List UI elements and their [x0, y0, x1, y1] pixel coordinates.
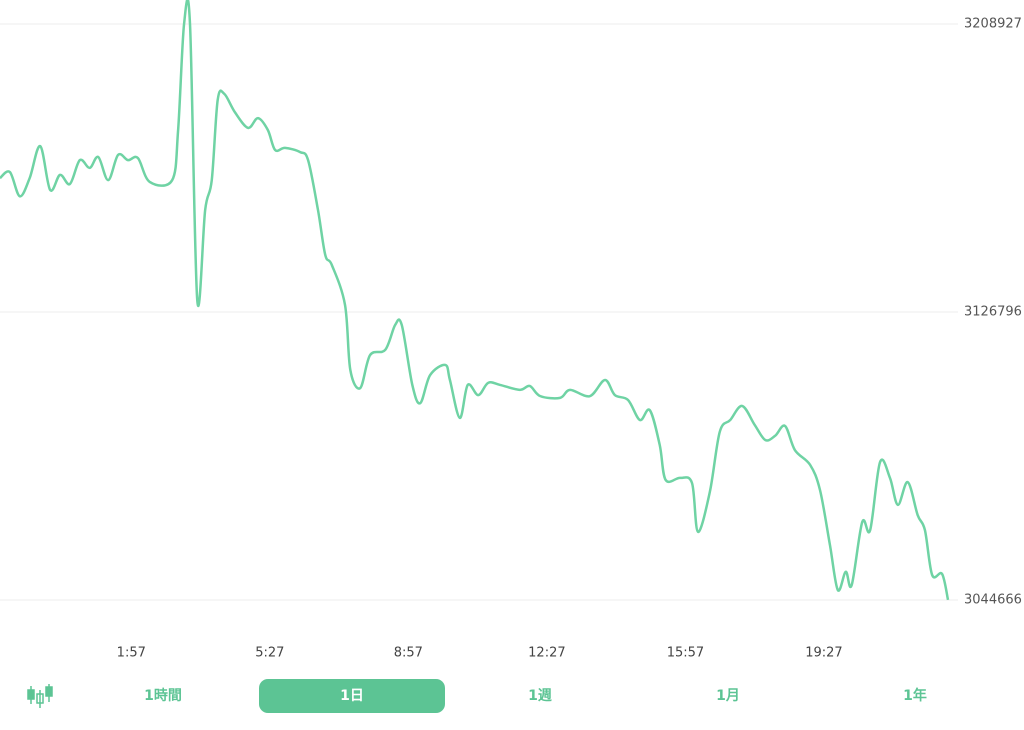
candle-icon[interactable]: [27, 684, 53, 708]
y-tick-label: 3126796: [964, 305, 1022, 320]
icon-body: [36, 693, 44, 704]
range-tab[interactable]: 1月: [716, 688, 740, 704]
x-tick-label: 1:57: [117, 646, 146, 661]
x-tick-label: 15:57: [667, 646, 704, 661]
range-tab[interactable]: 1日: [340, 688, 364, 704]
x-tick-label: 5:27: [255, 646, 284, 661]
x-tick-label: 12:27: [528, 646, 565, 661]
x-tick-label: 19:27: [805, 646, 842, 661]
y-tick-label: 3208927: [964, 17, 1022, 32]
x-tick-label: 8:57: [394, 646, 423, 661]
icon-body: [27, 689, 35, 700]
y-tick-label: 3044666: [964, 593, 1022, 608]
range-tab[interactable]: 1週: [528, 688, 552, 704]
price-line: [0, 0, 950, 601]
tab-selected-bg[interactable]: [259, 679, 445, 713]
range-tab[interactable]: 1年: [903, 687, 927, 704]
range-tab[interactable]: 1時間: [144, 687, 182, 704]
icon-body: [45, 686, 53, 697]
